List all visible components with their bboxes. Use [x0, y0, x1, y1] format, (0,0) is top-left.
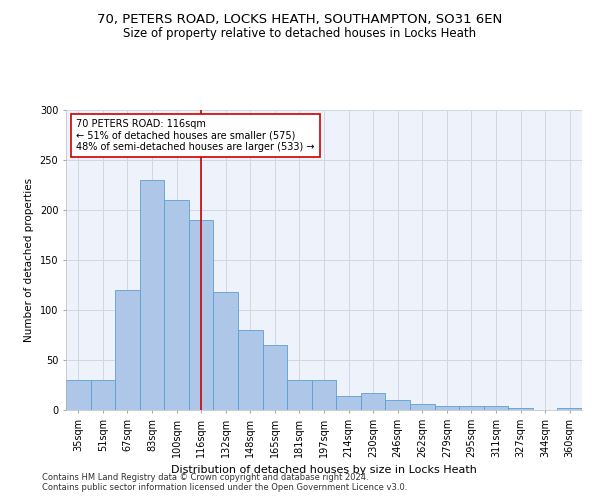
Bar	[66, 380, 91, 410]
Bar	[214, 292, 238, 410]
Bar	[484, 406, 508, 410]
Bar	[263, 345, 287, 410]
Bar	[508, 408, 533, 410]
Bar	[115, 290, 140, 410]
Bar	[287, 380, 312, 410]
Text: Size of property relative to detached houses in Locks Heath: Size of property relative to detached ho…	[124, 28, 476, 40]
Bar	[385, 400, 410, 410]
Text: 70, PETERS ROAD, LOCKS HEATH, SOUTHAMPTON, SO31 6EN: 70, PETERS ROAD, LOCKS HEATH, SOUTHAMPTO…	[97, 12, 503, 26]
Bar	[459, 406, 484, 410]
Bar	[164, 200, 189, 410]
Y-axis label: Number of detached properties: Number of detached properties	[24, 178, 34, 342]
Bar	[557, 408, 582, 410]
Bar	[410, 404, 434, 410]
Text: Contains HM Land Registry data © Crown copyright and database right 2024.: Contains HM Land Registry data © Crown c…	[42, 474, 368, 482]
Bar	[238, 330, 263, 410]
Bar	[434, 406, 459, 410]
Text: 70 PETERS ROAD: 116sqm
← 51% of detached houses are smaller (575)
48% of semi-de: 70 PETERS ROAD: 116sqm ← 51% of detached…	[76, 119, 315, 152]
Bar	[361, 393, 385, 410]
Bar	[312, 380, 336, 410]
Bar	[91, 380, 115, 410]
X-axis label: Distribution of detached houses by size in Locks Heath: Distribution of detached houses by size …	[171, 466, 477, 475]
Bar	[189, 220, 214, 410]
Bar	[336, 396, 361, 410]
Text: Contains public sector information licensed under the Open Government Licence v3: Contains public sector information licen…	[42, 484, 407, 492]
Bar	[140, 180, 164, 410]
